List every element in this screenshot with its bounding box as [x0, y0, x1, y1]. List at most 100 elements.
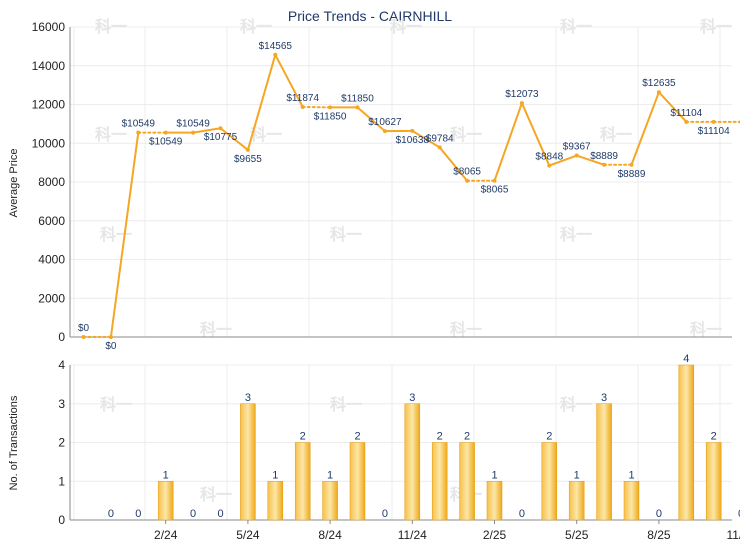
transaction-bar	[267, 481, 284, 521]
count-tick-label: 3	[58, 397, 65, 411]
transaction-bar	[705, 442, 722, 521]
transaction-count-label: 3	[245, 392, 251, 404]
count-tick-label: 2	[58, 436, 65, 450]
watermark-text: 科一	[100, 225, 132, 244]
price-point	[191, 130, 196, 135]
transaction-count-label: 1	[491, 469, 497, 481]
price-point	[355, 105, 360, 110]
price-point-label: $8848	[535, 152, 563, 163]
price-point	[273, 52, 278, 57]
price-line-segment	[219, 127, 249, 151]
transaction-bar	[486, 481, 503, 521]
watermark-text: 科一	[560, 225, 592, 244]
transaction-count-label: 2	[464, 431, 470, 443]
x-tick-label: 8/25	[647, 528, 671, 542]
price-tick-label: 10000	[32, 136, 66, 150]
price-point-label: $8065	[481, 185, 509, 196]
transaction-count-label: 2	[546, 431, 552, 443]
price-point	[519, 101, 524, 106]
price-line-segment	[575, 154, 606, 166]
price-point-label: $10627	[368, 117, 402, 128]
transaction-count-label: 1	[163, 469, 169, 481]
transaction-count-label: 4	[683, 353, 689, 365]
price-point	[602, 162, 607, 167]
price-point-label: $10775	[204, 132, 238, 143]
watermark-text: 科一	[200, 485, 232, 504]
chart-title: Price Trends - CAIRNHILL	[288, 8, 452, 24]
transaction-bar	[294, 442, 311, 521]
watermark-text: 科一	[560, 395, 592, 414]
price-point-label: $12073	[505, 89, 539, 100]
transaction-bar	[568, 481, 585, 521]
transaction-count-label: 1	[327, 469, 333, 481]
transaction-count-label: 2	[300, 431, 306, 443]
price-tick-label: 16000	[32, 20, 66, 34]
transaction-count-label: 0	[217, 508, 223, 520]
watermark-text: 科一	[700, 17, 732, 36]
price-point-label: $9784	[426, 133, 454, 144]
price-point	[163, 130, 168, 135]
price-point-label: $10549	[149, 137, 183, 148]
price-point-label: $8889	[618, 169, 646, 180]
transaction-bar	[459, 442, 475, 521]
price-point	[684, 119, 689, 124]
price-point	[328, 105, 333, 110]
transaction-count-label: 3	[409, 392, 415, 404]
price-point-label: $8889	[590, 151, 618, 162]
price-tick-label: 6000	[38, 214, 65, 228]
transaction-count-label: 0	[519, 508, 525, 520]
price-tick-label: 12000	[32, 98, 66, 112]
transaction-bar	[678, 364, 695, 521]
transaction-bar	[431, 442, 448, 521]
watermark-text: 科一	[330, 395, 362, 414]
x-tick-label: 11/24	[398, 528, 427, 542]
price-point	[437, 145, 442, 150]
watermark-text: 科一	[390, 17, 422, 36]
watermark-text: 科一	[450, 125, 482, 144]
transaction-bar	[157, 481, 174, 521]
price-point	[711, 119, 716, 124]
count-tick-label: 4	[58, 358, 65, 372]
transaction-count-label: 0	[382, 508, 388, 520]
price-point-label: $8065	[453, 167, 481, 178]
transaction-bar	[623, 481, 640, 521]
transaction-count-label: 0	[656, 508, 662, 520]
transaction-count-label: 2	[437, 431, 443, 443]
x-tick-label: 5/24	[236, 528, 260, 542]
price-line-segment	[109, 131, 140, 338]
x-tick-label: 5/25	[565, 528, 589, 542]
price-tick-label: 4000	[38, 253, 65, 267]
price-line-segment	[246, 53, 277, 151]
transaction-bar	[596, 403, 612, 521]
price-line-segment	[438, 146, 469, 182]
price-tick-label: 2000	[38, 291, 65, 305]
price-point-label: $0	[105, 341, 117, 352]
transaction-count-label: 2	[354, 431, 360, 443]
price-point-label: $12635	[642, 78, 676, 89]
price-point	[136, 130, 141, 135]
price-point	[300, 104, 305, 109]
transaction-bar	[404, 403, 421, 521]
price-point	[465, 178, 470, 183]
transaction-count-label: 1	[628, 469, 634, 481]
watermark-text: 科一	[600, 125, 632, 144]
price-line-segment	[192, 127, 222, 134]
price-line-segment	[274, 53, 304, 108]
watermark-text: 科一	[450, 320, 482, 339]
count-tick-label: 0	[58, 513, 65, 527]
price-point	[410, 128, 415, 133]
price-point-label: $11104	[698, 126, 730, 137]
transaction-count-label: 0	[135, 508, 141, 520]
price-point-label: $9655	[234, 154, 262, 165]
transactions-axis-title: No. of Transactions	[8, 395, 20, 490]
price-tick-label: 0	[58, 330, 65, 344]
price-point	[629, 162, 634, 167]
x-tick-label: 11/25	[727, 528, 740, 542]
transaction-count-label: 1	[574, 469, 580, 481]
price-point	[547, 163, 552, 168]
x-tick-label: 8/24	[318, 528, 342, 542]
transaction-count-label: 2	[711, 431, 717, 443]
watermark-text: 科一	[560, 17, 592, 36]
price-point	[574, 153, 579, 158]
